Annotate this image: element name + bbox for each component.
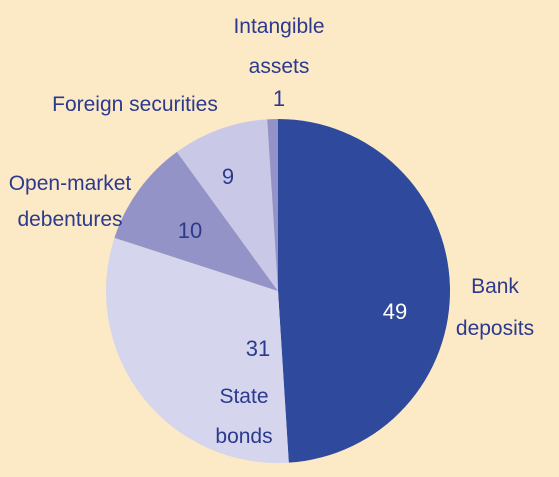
category-label: Foreign securities	[52, 93, 218, 116]
category-label: Bank deposits	[456, 275, 534, 340]
pie-slice	[267, 119, 278, 291]
value-label: 10	[178, 218, 202, 243]
value-label: 49	[383, 299, 407, 324]
category-label: Open-market debentures	[9, 172, 132, 231]
value-label: 9	[222, 164, 234, 189]
pie-slice	[114, 151, 279, 291]
value-label: 1	[273, 86, 285, 111]
pie-slice	[176, 119, 278, 291]
pie-slice	[106, 237, 289, 463]
value-label: 31	[246, 336, 270, 361]
category-label: State bonds	[215, 385, 272, 448]
category-label: Intangible assets	[233, 15, 324, 78]
pie-slice	[278, 119, 450, 463]
